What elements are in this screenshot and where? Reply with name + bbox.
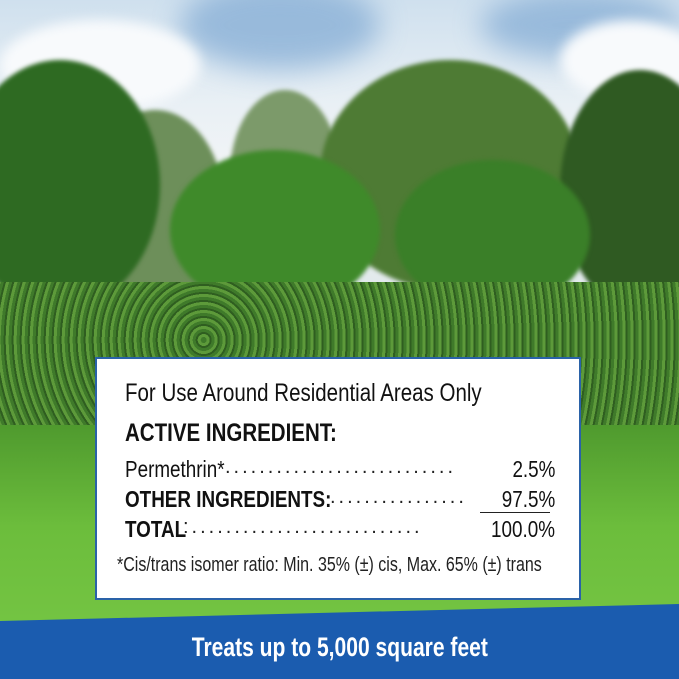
label-title: For Use Around Residential Areas Only	[125, 379, 560, 408]
tree	[560, 70, 679, 310]
sum-rule	[480, 512, 550, 513]
ingredient-row-permethrin: Permethrin* ........................... …	[125, 456, 555, 484]
row-label: TOTAL	[125, 516, 187, 542]
tree	[0, 60, 160, 310]
coverage-text: Treats up to 5,000 square feet	[191, 632, 488, 662]
active-ingredient-heading: ACTIVE INGREDIENT:	[125, 419, 383, 448]
active-ingredient-text: ACTIVE INGREDIENT:	[125, 419, 337, 447]
ingredient-row-other: OTHER INGREDIENTS: ................ 97.5…	[125, 486, 555, 514]
row-value: 2.5%	[512, 456, 555, 482]
footnote-text: *Cis/trans isomer ratio: Min. 35% (±) ci…	[117, 554, 542, 576]
coverage-banner-text: Treats up to 5,000 square feet	[0, 632, 679, 663]
leader-dots: :...........................	[183, 516, 423, 538]
ingredient-row-total: TOTAL :........................... 100.0…	[125, 516, 555, 544]
isomer-footnote: *Cis/trans isomer ratio: Min. 35% (±) ci…	[117, 554, 648, 577]
label-title-text: For Use Around Residential Areas Only	[125, 379, 482, 407]
leader-dots: ................	[330, 486, 467, 508]
row-value: 97.5%	[501, 486, 555, 512]
ingredient-label-box: For Use Around Residential Areas Only AC…	[95, 357, 581, 600]
row-value: 100.0%	[491, 516, 555, 542]
leader-dots: ...........................	[225, 456, 457, 478]
blue-sky-patch	[180, 0, 380, 70]
row-label: Permethrin*	[125, 456, 225, 482]
row-label: OTHER INGREDIENTS:	[125, 486, 332, 512]
